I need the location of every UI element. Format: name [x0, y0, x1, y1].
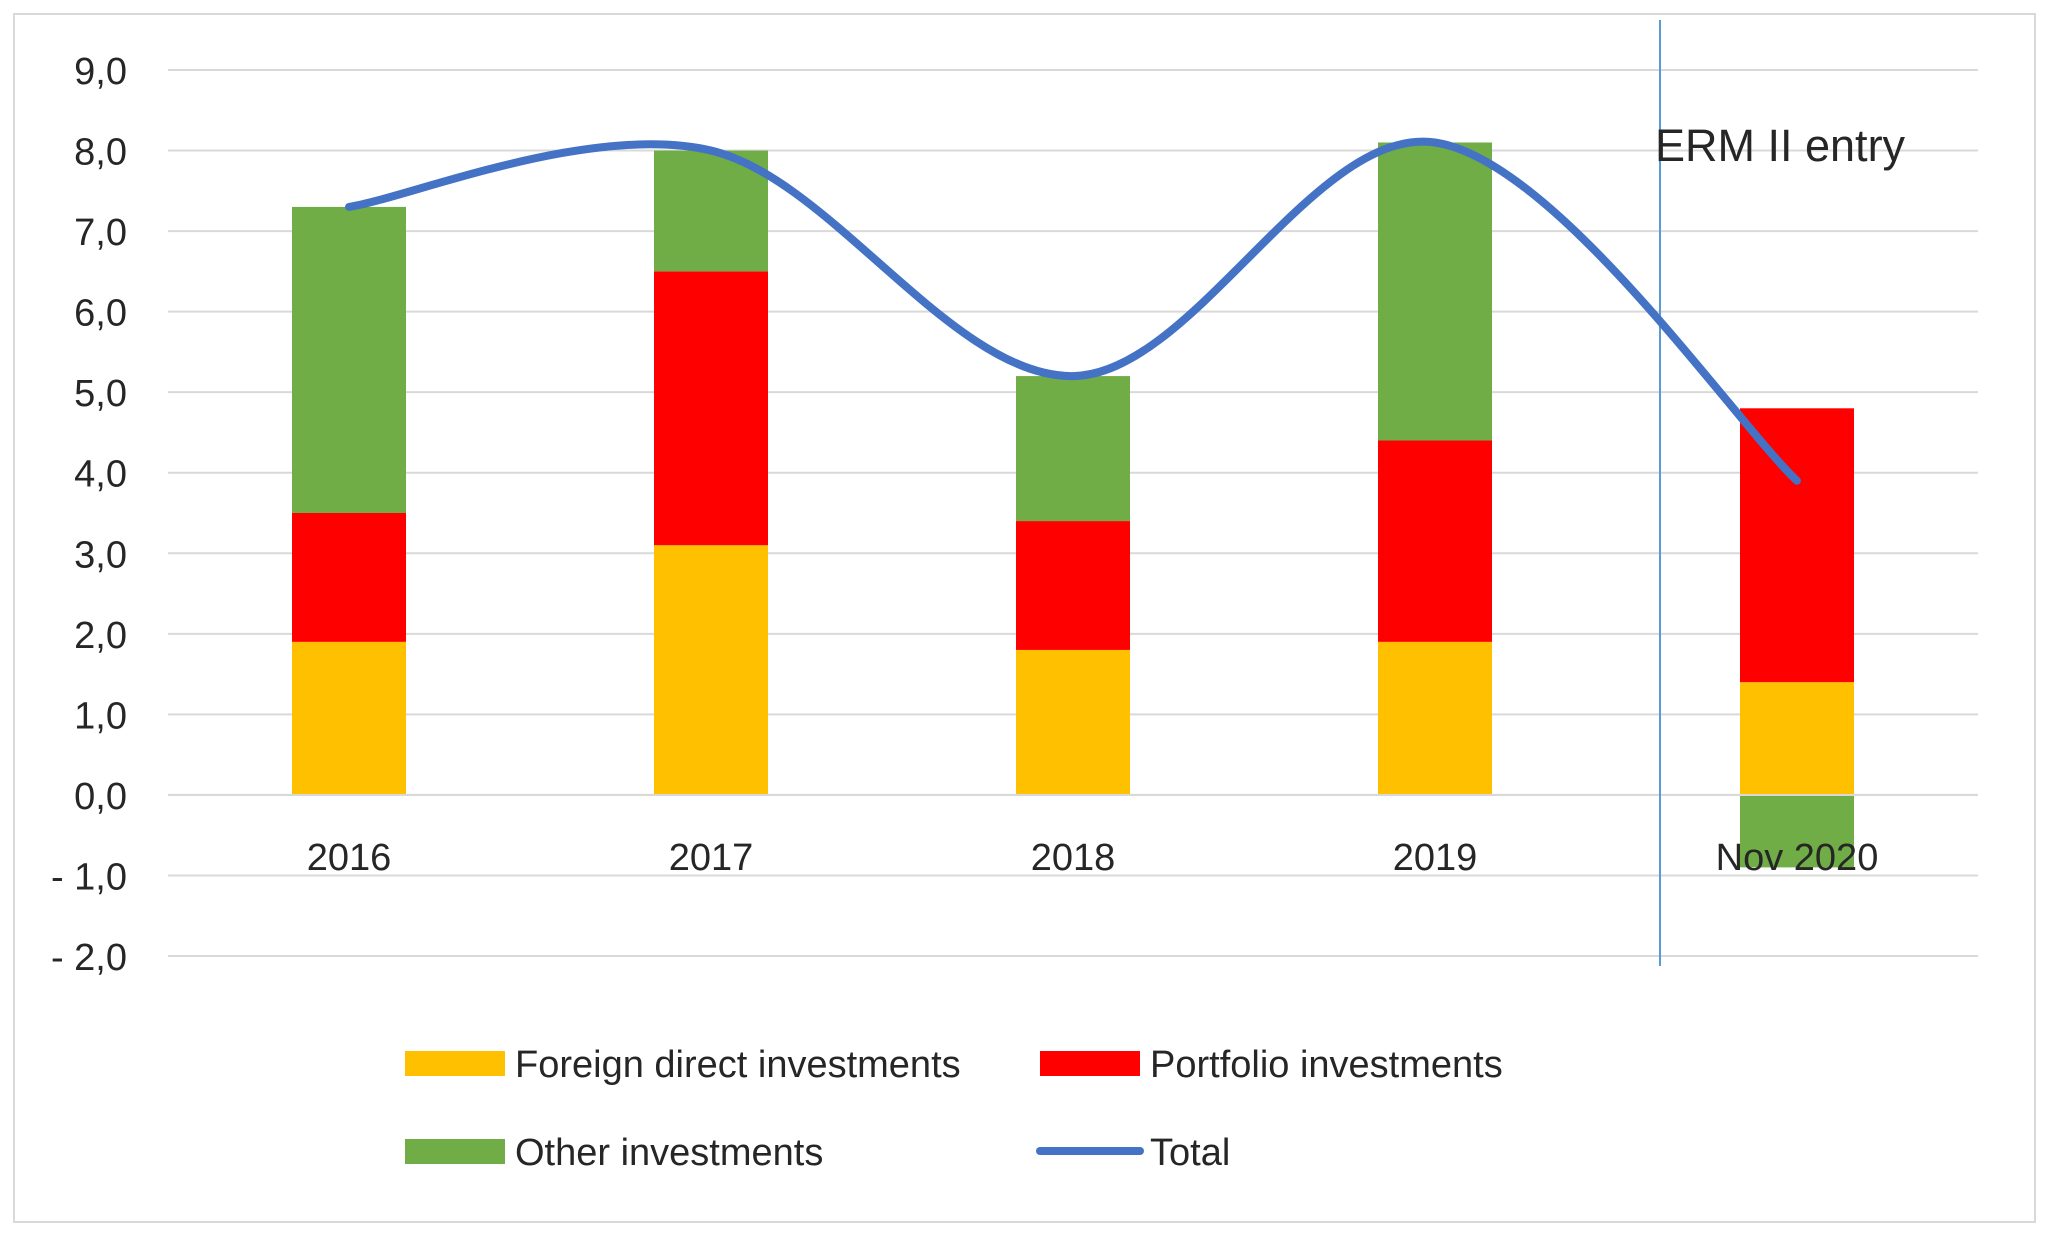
bar-portfolio-investments [1740, 408, 1854, 683]
bar-other-investments [654, 150, 768, 272]
legend-swatch-portfolio-investments [1040, 1051, 1140, 1076]
y-tick-label: 5,0 [74, 373, 127, 415]
x-tick-label: 2019 [1393, 837, 1478, 879]
y-tick-label: 0,0 [74, 776, 127, 818]
bar-other-investments [1378, 142, 1492, 441]
legend-label-foreign-direct-investments: Foreign direct investments [515, 1044, 961, 1086]
x-tick-label: 2016 [307, 837, 392, 879]
y-tick-label: 8,0 [74, 132, 127, 174]
bar-foreign-direct-investments [292, 641, 406, 795]
legend: Foreign direct investments Portfolio inve… [405, 1044, 1503, 1174]
y-tick-label: 6,0 [74, 293, 127, 335]
erm-entry-annotation: ERM II entry [1655, 120, 1906, 171]
y-tick-label: 7,0 [74, 212, 127, 254]
y-tick-label: 3,0 [74, 534, 127, 576]
bar-portfolio-investments [1016, 521, 1130, 650]
y-tick-label: 2,0 [74, 615, 127, 657]
bar-other-investments [1016, 376, 1130, 522]
bar-foreign-direct-investments [1378, 641, 1492, 795]
x-tick-label: 2018 [1031, 837, 1116, 879]
total-line [345, 137, 1801, 485]
y-tick-label: 9,0 [74, 51, 127, 93]
legend-swatch-foreign-direct-investments [405, 1051, 505, 1076]
total-line-layer [345, 137, 1801, 485]
bar-portfolio-investments [292, 513, 406, 642]
y-axis-tick-labels: 9,0 8,0 7,0 6,0 5,0 4,0 3,0 2,0 1,0 0,0 - 1,0 - 2,0 [51, 51, 127, 979]
legend-swatch-other-investments [405, 1139, 505, 1164]
bar-portfolio-investments [654, 271, 768, 546]
bar-foreign-direct-investments [654, 545, 768, 795]
x-tick-label: Nov 2020 [1716, 837, 1879, 879]
legend-label-portfolio-investments: Portfolio investments [1150, 1044, 1503, 1086]
legend-label-total: Total [1150, 1132, 1230, 1174]
y-tick-label: - 1,0 [51, 856, 127, 898]
bar-other-investments [1740, 794, 1854, 868]
bar-foreign-direct-investments [1740, 682, 1854, 795]
y-tick-label: 4,0 [74, 454, 127, 496]
bar-other-investments [292, 206, 406, 513]
legend-label-other-investments: Other investments [515, 1132, 823, 1174]
bars [292, 142, 1854, 868]
y-tick-label: 1,0 [74, 695, 127, 737]
bar-foreign-direct-investments [1016, 649, 1130, 795]
x-tick-label: 2017 [669, 837, 754, 879]
bar-portfolio-investments [1378, 440, 1492, 642]
x-axis-tick-labels: 2016 2017 2018 2019 Nov 2020 [307, 837, 1879, 879]
y-tick-label: - 2,0 [51, 937, 127, 979]
